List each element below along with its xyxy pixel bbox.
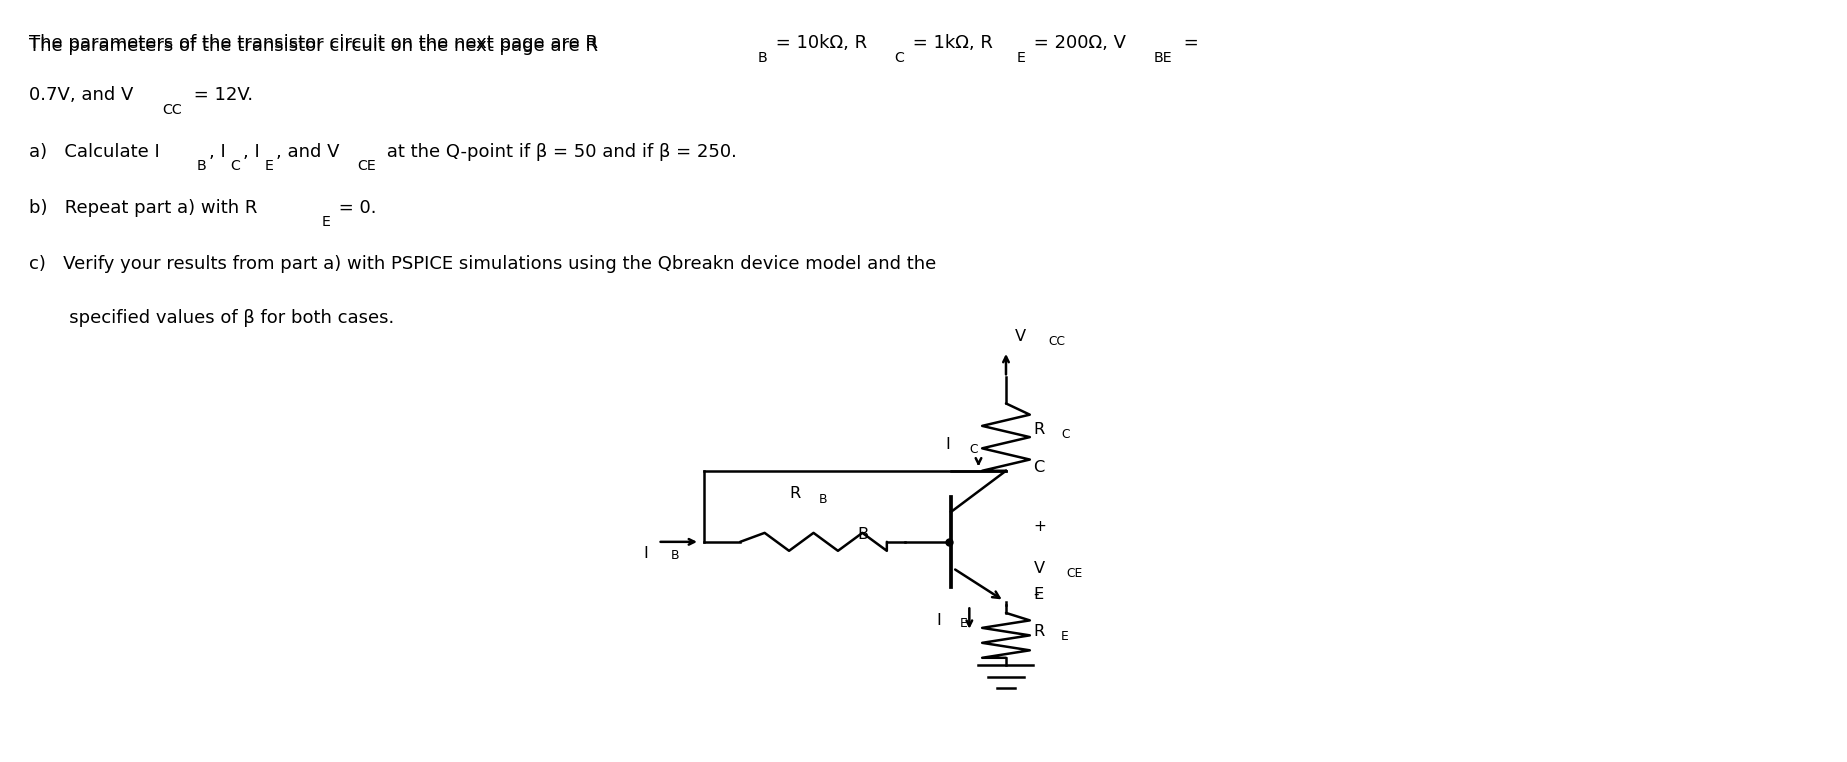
Text: = 0.: = 0. <box>332 199 377 216</box>
Text: specified values of β for both cases.: specified values of β for both cases. <box>30 309 393 327</box>
Text: CE: CE <box>1066 567 1082 580</box>
Text: B: B <box>757 50 767 65</box>
Text: = 200Ω, V: = 200Ω, V <box>1029 34 1127 52</box>
Text: , I: , I <box>209 142 225 161</box>
Text: R: R <box>789 485 802 501</box>
Text: C: C <box>1034 459 1045 475</box>
Text: = 1kΩ, R: = 1kΩ, R <box>907 34 994 52</box>
Text: V: V <box>1016 328 1027 344</box>
Text: = 12V.: = 12V. <box>188 86 253 104</box>
Text: The parameters of the transistor circuit on the next page are R: The parameters of the transistor circuit… <box>30 37 598 55</box>
Text: CC: CC <box>163 103 183 117</box>
Text: I: I <box>946 437 949 452</box>
Text: B: B <box>670 549 680 562</box>
Text: b)   Repeat part a) with R: b) Repeat part a) with R <box>30 199 257 216</box>
Text: a)   Calculate I: a) Calculate I <box>30 142 159 161</box>
Text: , and V: , and V <box>275 142 340 161</box>
Text: = 10kΩ, R: = 10kΩ, R <box>770 34 868 52</box>
Text: B: B <box>818 493 827 506</box>
Text: E: E <box>960 616 968 629</box>
Text: B: B <box>857 527 868 542</box>
Text: c)   Verify your results from part a) with PSPICE simulations using the Qbreakn : c) Verify your results from part a) with… <box>30 255 936 273</box>
Text: E: E <box>321 215 331 229</box>
Text: E: E <box>1060 630 1069 643</box>
Text: , I: , I <box>244 142 260 161</box>
Text: =: = <box>1178 34 1199 52</box>
Text: E: E <box>1034 587 1044 602</box>
Text: R: R <box>1034 624 1045 639</box>
Text: C: C <box>894 50 905 65</box>
Text: CE: CE <box>356 159 375 173</box>
Text: The parameters of the transistor circuit on the next page are R: The parameters of the transistor circuit… <box>30 34 598 52</box>
Text: E: E <box>264 159 273 173</box>
Text: BE: BE <box>1154 50 1173 65</box>
Text: I: I <box>936 613 942 628</box>
Text: -: - <box>1034 587 1040 602</box>
Text: C: C <box>970 443 977 456</box>
Text: R: R <box>1034 422 1045 437</box>
Text: CC: CC <box>1047 335 1066 348</box>
Text: V: V <box>1034 561 1045 575</box>
Text: E: E <box>1018 50 1025 65</box>
Text: at the Q-point if β = 50 and if β = 250.: at the Q-point if β = 50 and if β = 250. <box>380 142 737 161</box>
Text: C: C <box>1060 427 1069 440</box>
Text: I: I <box>645 546 648 561</box>
Text: +: + <box>1034 520 1047 534</box>
Text: B: B <box>196 159 207 173</box>
Text: C: C <box>231 159 240 173</box>
Text: 0.7V, and V: 0.7V, and V <box>30 86 133 104</box>
